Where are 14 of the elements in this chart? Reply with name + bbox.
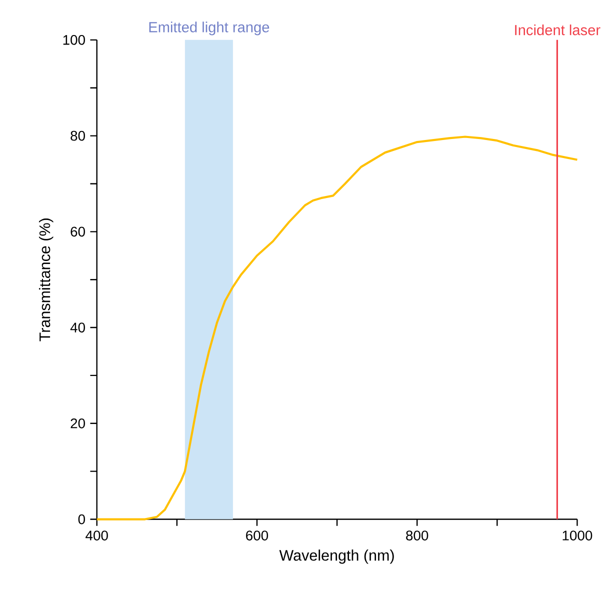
band-label: Emitted light range [149, 22, 270, 36]
y-tick-label: 100 [63, 34, 85, 45]
x-axis-title: Wavelength (nm) [279, 549, 394, 564]
x-tick-label: 600 [246, 530, 268, 540]
y-tick-label: 20 [70, 418, 85, 428]
y-tick-label: 40 [70, 322, 85, 332]
x-tick-label: 1000 [562, 530, 592, 540]
ref-line-label: Incident laser [515, 24, 600, 36]
x-tick-label: 400 [86, 530, 108, 540]
y-tick-label: 60 [70, 226, 85, 237]
y-tick-label: 0 [78, 514, 85, 524]
y-tick-label: 80 [70, 130, 85, 141]
y-axis-title: Transmittance (%) [38, 218, 54, 342]
x-tick-label: 800 [406, 530, 428, 540]
